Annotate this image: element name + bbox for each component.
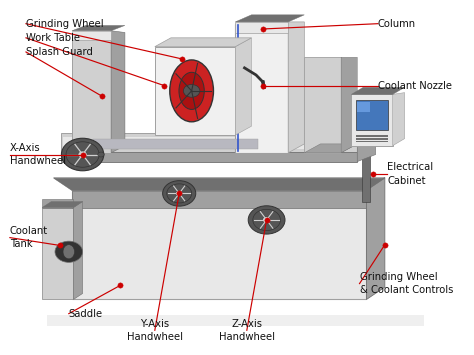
Bar bbox=[351, 94, 392, 146]
Polygon shape bbox=[304, 144, 357, 153]
Ellipse shape bbox=[170, 60, 213, 122]
Polygon shape bbox=[351, 87, 405, 94]
Polygon shape bbox=[73, 202, 82, 300]
Circle shape bbox=[175, 191, 183, 196]
Bar bbox=[356, 135, 388, 137]
Polygon shape bbox=[235, 38, 251, 135]
Bar bbox=[63, 137, 307, 149]
Bar bbox=[72, 190, 366, 300]
Polygon shape bbox=[235, 15, 304, 22]
Circle shape bbox=[253, 209, 281, 230]
Bar bbox=[304, 57, 341, 153]
Text: Tank: Tank bbox=[10, 239, 33, 249]
Bar bbox=[93, 138, 258, 149]
Text: Coolant: Coolant bbox=[10, 226, 48, 236]
Text: Saddle: Saddle bbox=[69, 308, 103, 319]
Text: Grinding Wheel: Grinding Wheel bbox=[360, 272, 437, 282]
Bar bbox=[235, 22, 288, 33]
Text: & Coolant Controls: & Coolant Controls bbox=[360, 285, 453, 295]
Bar bbox=[72, 191, 366, 208]
Bar bbox=[61, 152, 357, 162]
Bar bbox=[362, 96, 370, 202]
Polygon shape bbox=[341, 57, 357, 153]
Text: Column: Column bbox=[378, 19, 416, 29]
Polygon shape bbox=[54, 178, 385, 191]
Bar bbox=[356, 100, 388, 130]
Text: Handwheel: Handwheel bbox=[127, 332, 183, 342]
Ellipse shape bbox=[63, 245, 74, 259]
Text: Coolant Nozzle: Coolant Nozzle bbox=[378, 81, 452, 91]
Polygon shape bbox=[392, 93, 405, 146]
Bar bbox=[42, 208, 73, 300]
Text: Work Table: Work Table bbox=[26, 33, 80, 43]
Circle shape bbox=[62, 138, 104, 171]
Text: Grinding Wheel: Grinding Wheel bbox=[26, 19, 104, 29]
Circle shape bbox=[263, 217, 271, 223]
Polygon shape bbox=[42, 202, 82, 208]
Circle shape bbox=[183, 84, 200, 97]
Circle shape bbox=[248, 206, 285, 234]
Circle shape bbox=[55, 241, 82, 262]
Bar bbox=[356, 138, 388, 140]
Circle shape bbox=[98, 152, 104, 157]
Bar bbox=[356, 141, 388, 142]
Polygon shape bbox=[111, 31, 125, 153]
Ellipse shape bbox=[179, 72, 204, 109]
Polygon shape bbox=[357, 132, 375, 162]
Bar bbox=[357, 102, 370, 112]
Text: Splash Guard: Splash Guard bbox=[26, 47, 93, 57]
Text: Z-Axis: Z-Axis bbox=[231, 318, 262, 328]
Circle shape bbox=[167, 184, 191, 203]
Circle shape bbox=[78, 151, 87, 158]
Bar bbox=[155, 47, 235, 135]
Bar bbox=[72, 33, 111, 153]
Polygon shape bbox=[54, 178, 385, 190]
Bar bbox=[72, 31, 111, 40]
Bar bbox=[61, 133, 357, 153]
Circle shape bbox=[66, 142, 99, 167]
Text: Electrical: Electrical bbox=[387, 162, 433, 172]
Polygon shape bbox=[288, 22, 304, 153]
Bar bbox=[47, 315, 424, 326]
Text: Y-Axis: Y-Axis bbox=[140, 318, 169, 328]
Circle shape bbox=[163, 181, 196, 206]
Polygon shape bbox=[366, 178, 385, 300]
Text: Handwheel: Handwheel bbox=[219, 332, 275, 342]
Bar bbox=[235, 24, 288, 153]
Text: Cabinet: Cabinet bbox=[387, 176, 426, 186]
Polygon shape bbox=[72, 26, 125, 31]
Polygon shape bbox=[42, 199, 73, 208]
Polygon shape bbox=[155, 38, 251, 47]
Text: Handwheel: Handwheel bbox=[10, 156, 66, 166]
Text: X-Axis: X-Axis bbox=[10, 143, 40, 153]
